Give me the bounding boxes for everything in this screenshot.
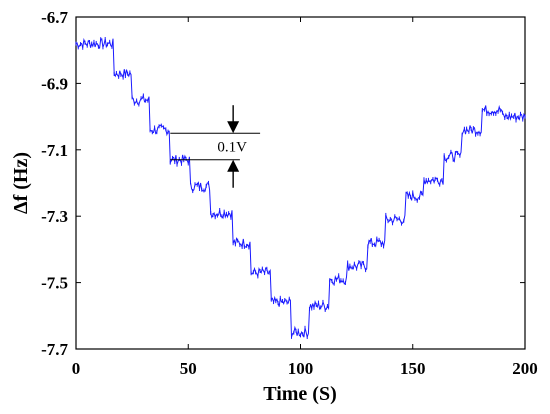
y-tick-label: -7.3 bbox=[41, 207, 68, 226]
y-tick-label: -7.7 bbox=[41, 340, 68, 359]
x-tick-label: 50 bbox=[180, 359, 197, 378]
x-tick-label: 150 bbox=[400, 359, 426, 378]
series-line bbox=[75, 37, 526, 339]
x-tick-label: 0 bbox=[72, 359, 81, 378]
x-tick-label: 200 bbox=[512, 359, 538, 378]
annotation-label: 0.1V bbox=[217, 139, 247, 155]
y-tick-label: -7.1 bbox=[41, 141, 68, 160]
annotation-arrow-down-icon bbox=[227, 121, 240, 134]
y-tick-label: -6.7 bbox=[41, 8, 68, 27]
ticks: 0 50 100 150 200 -6.7 -6.9 -7.1 -7.3 -7.5 -7.7 bbox=[41, 8, 538, 378]
y-tick-label: -6.9 bbox=[41, 74, 68, 93]
annotation-layer: 0.1V bbox=[170, 105, 261, 188]
annotation-arrow-up-icon bbox=[227, 159, 240, 172]
plot-frame bbox=[75, 16, 526, 350]
x-tick-label: 100 bbox=[288, 359, 314, 378]
x-axis-title: Time (S) bbox=[263, 383, 337, 405]
y-tick-label: -7.5 bbox=[41, 274, 68, 293]
series-layer bbox=[75, 37, 526, 340]
y-axis-title: Δf (Hz) bbox=[10, 152, 32, 214]
